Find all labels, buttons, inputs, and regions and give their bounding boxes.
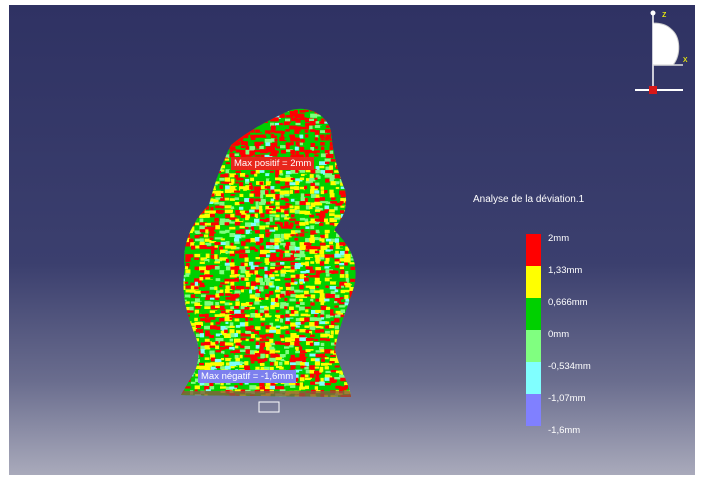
z-axis-label: z — [662, 9, 667, 19]
ground-bracket — [258, 401, 280, 413]
legend-swatch — [526, 234, 541, 266]
legend-swatch — [526, 330, 541, 362]
max-negative-tag: Max négatif = -1,6mm — [198, 370, 297, 383]
max-positive-tag: Max positif = 2mm — [231, 157, 315, 170]
axis-origin-marker — [649, 86, 657, 94]
legend-label: -0,534mm — [548, 361, 591, 372]
compass-axis-icon[interactable]: z x — [621, 7, 691, 101]
legend-label: 2mm — [548, 233, 570, 244]
legend-swatch — [526, 266, 541, 298]
legend-label: 0mm — [548, 329, 570, 340]
legend-label: -1,6mm — [548, 425, 581, 436]
deviation-map-model — [181, 108, 356, 413]
legend-label: -1,07mm — [548, 393, 586, 404]
3d-viewport[interactable]: Max positif = 2mm Max négatif = -1,6mm A… — [9, 5, 695, 475]
legend-label: 0,666mm — [548, 297, 588, 308]
x-axis-label: x — [683, 54, 688, 64]
legend-title: Analyse de la déviation.1 — [473, 194, 585, 205]
legend-label: 1,33mm — [548, 265, 583, 276]
legend-swatch — [526, 298, 541, 330]
legend-swatch — [526, 362, 541, 394]
legend-swatch — [526, 394, 541, 426]
